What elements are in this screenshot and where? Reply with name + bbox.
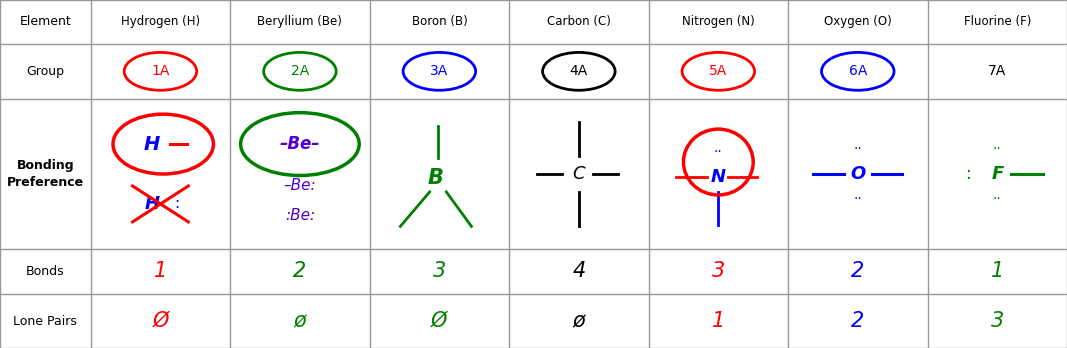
Text: Ø: Ø [153,311,169,331]
Text: N: N [711,168,726,186]
Text: –Be:: –Be: [284,179,316,193]
Text: ··: ·· [993,142,1002,156]
Text: H: H [144,195,160,213]
Text: ø: ø [293,311,306,331]
Text: 3: 3 [433,261,446,282]
Text: 1A: 1A [152,64,170,78]
Text: :Be:: :Be: [285,208,315,223]
Text: 2: 2 [851,261,864,282]
Text: 1: 1 [990,261,1004,282]
Text: 3: 3 [712,261,724,282]
Text: ··: ·· [854,142,862,156]
Text: ··: ·· [993,192,1002,206]
Text: 4A: 4A [570,64,588,78]
Text: Beryllium (Be): Beryllium (Be) [257,15,343,28]
Text: Boron (B): Boron (B) [412,15,467,28]
Text: B: B [427,168,443,189]
Text: F: F [991,165,1003,183]
Text: 4: 4 [572,261,586,282]
Text: –Be–: –Be– [280,135,320,153]
Text: 1: 1 [154,261,168,282]
Text: Oxygen (O): Oxygen (O) [824,15,892,28]
Text: Group: Group [27,65,64,78]
Text: :: : [967,165,972,183]
Text: Carbon (C): Carbon (C) [547,15,610,28]
Text: 3: 3 [990,311,1004,331]
Text: Ø: Ø [431,311,447,331]
Text: Nitrogen (N): Nitrogen (N) [682,15,754,28]
Text: :: : [175,196,179,212]
Text: 3A: 3A [430,64,448,78]
Text: C: C [573,165,585,183]
Text: Bonds: Bonds [26,265,65,278]
Text: Hydrogen (H): Hydrogen (H) [121,15,200,28]
Text: 2: 2 [851,311,864,331]
Text: ··: ·· [714,144,722,159]
Text: O: O [850,165,865,183]
Text: 5A: 5A [710,64,728,78]
Text: 6A: 6A [848,64,867,78]
Text: 7A: 7A [988,64,1006,78]
Text: Fluorine (F): Fluorine (F) [964,15,1031,28]
Text: H: H [144,135,160,153]
Text: 2: 2 [293,261,306,282]
Text: 2A: 2A [291,64,309,78]
Text: 1: 1 [712,311,724,331]
Text: ø: ø [573,311,585,331]
Text: Lone Pairs: Lone Pairs [14,315,77,327]
Text: Element: Element [19,15,71,28]
Text: ··: ·· [854,192,862,206]
Text: Bonding
Preference: Bonding Preference [6,159,84,189]
